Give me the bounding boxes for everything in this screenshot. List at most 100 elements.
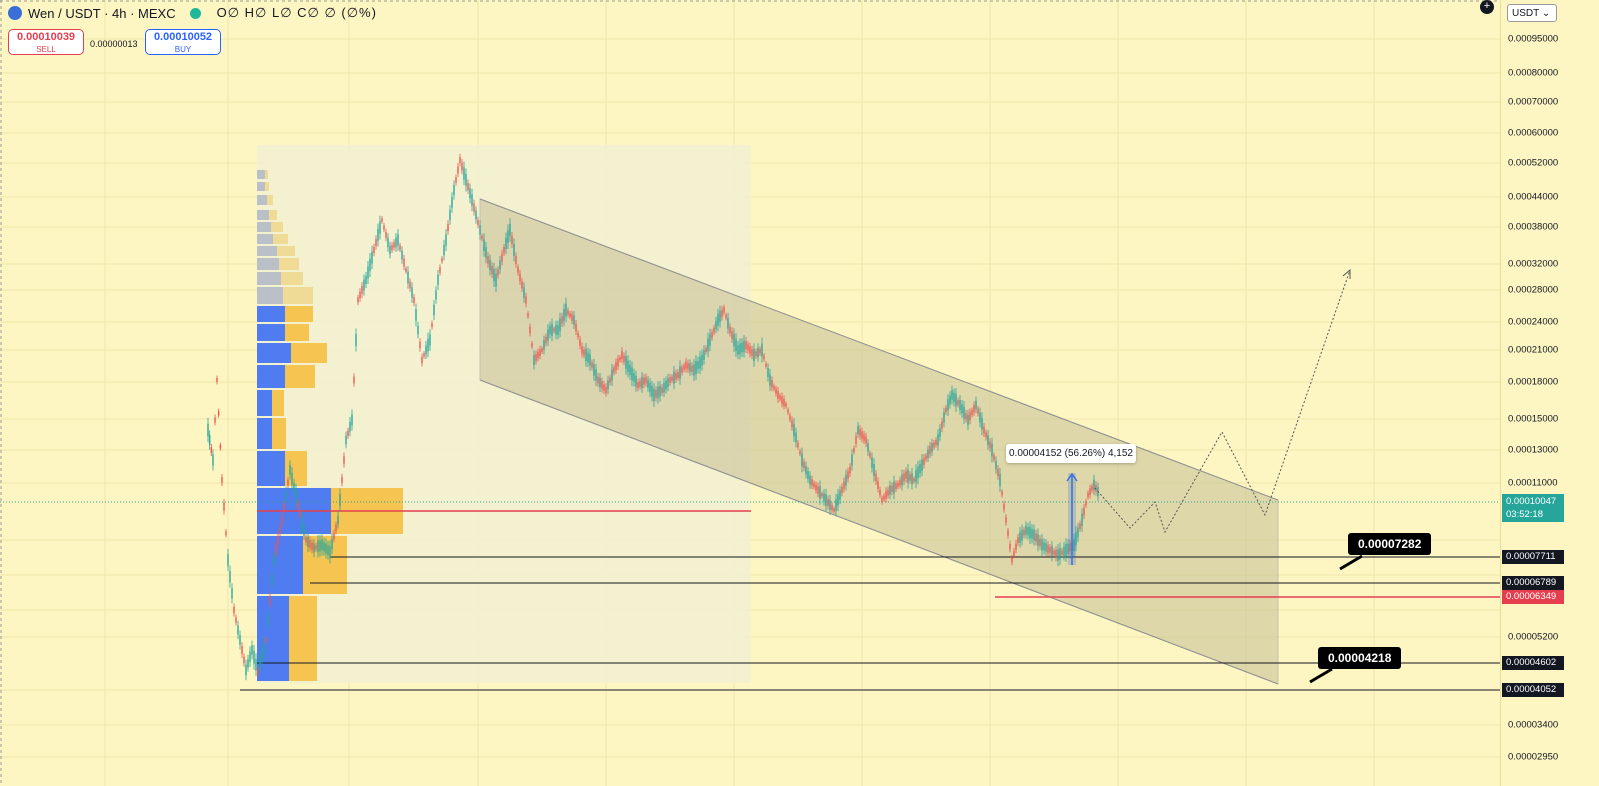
candle-body bbox=[581, 346, 583, 354]
sell-button[interactable]: 0.00010039 SELL bbox=[8, 29, 84, 55]
candle-body bbox=[839, 490, 841, 500]
candle-body bbox=[1021, 529, 1023, 541]
candle-body bbox=[347, 430, 349, 437]
candle-body bbox=[531, 343, 533, 347]
candle-body bbox=[763, 355, 765, 360]
candle-body bbox=[919, 464, 921, 474]
candle-body bbox=[679, 366, 681, 379]
candle-body bbox=[569, 313, 571, 317]
candle-body bbox=[607, 380, 609, 390]
candle-body bbox=[212, 454, 214, 466]
candle-body bbox=[599, 377, 601, 388]
volume-profile-bar bbox=[257, 170, 265, 179]
level-tag[interactable]: 0.00007711 bbox=[1502, 550, 1564, 564]
candle-body bbox=[467, 183, 469, 191]
candle-body bbox=[823, 493, 825, 502]
measure-label: 0.00004152 (56.26%) 4,152 bbox=[1006, 444, 1136, 463]
candle-body bbox=[681, 367, 683, 373]
symbol-header[interactable]: Wen / USDT · 4h · MEXC O∅ H∅ L∅ C∅ ∅ (∅%… bbox=[8, 5, 377, 21]
level-tag[interactable]: 0.00004602 bbox=[1502, 656, 1564, 670]
candlesticks bbox=[207, 153, 1099, 681]
candle-body bbox=[715, 320, 717, 330]
currency-selector[interactable]: USDT ⌄ bbox=[1507, 4, 1557, 22]
candle-body bbox=[835, 499, 837, 511]
candle-body bbox=[433, 304, 435, 316]
candle-body bbox=[509, 223, 511, 237]
candle-body bbox=[1085, 501, 1087, 506]
price-scale[interactable] bbox=[1500, 0, 1599, 786]
candle-body bbox=[1087, 492, 1089, 498]
candle-body bbox=[811, 479, 813, 486]
candle-body bbox=[1013, 550, 1015, 556]
candle-body bbox=[723, 307, 725, 313]
level-tag[interactable]: 0.00006349 bbox=[1502, 590, 1564, 604]
volume-profile-bar bbox=[281, 272, 303, 285]
candle-body bbox=[685, 361, 687, 369]
candle-body bbox=[399, 245, 401, 250]
candle-body bbox=[933, 442, 935, 448]
candle-body bbox=[587, 352, 589, 363]
candle-body bbox=[505, 237, 507, 249]
candle-body bbox=[921, 459, 923, 471]
candle-body bbox=[641, 377, 643, 388]
candle-body bbox=[307, 536, 309, 548]
candle-body bbox=[297, 502, 299, 508]
candle-body bbox=[395, 237, 397, 248]
price-chart[interactable] bbox=[0, 0, 1500, 786]
candle-body bbox=[889, 485, 891, 495]
candle-body bbox=[793, 423, 795, 437]
projection-path[interactable] bbox=[1094, 269, 1351, 534]
candle-body bbox=[471, 194, 473, 206]
callout-lower[interactable]: 0.00004218 bbox=[1318, 647, 1402, 669]
price-tick: 0.00060000 bbox=[1508, 127, 1559, 139]
candle-body bbox=[907, 469, 909, 483]
candle-body bbox=[779, 395, 781, 400]
candle-body bbox=[855, 436, 857, 444]
candle-body bbox=[713, 327, 715, 333]
candle-body bbox=[407, 271, 409, 284]
candle-body bbox=[611, 369, 613, 381]
candle-body bbox=[905, 471, 907, 479]
volume-profile-bar bbox=[285, 306, 313, 322]
callout-upper[interactable]: 0.00007282 bbox=[1348, 533, 1432, 555]
candle-body bbox=[245, 664, 247, 676]
level-tag[interactable]: 0.00006789 bbox=[1502, 576, 1564, 590]
candle-body bbox=[783, 399, 785, 406]
candle-body bbox=[1017, 537, 1019, 543]
price-tick: 0.00038000 bbox=[1508, 221, 1559, 233]
candle-body bbox=[789, 415, 791, 420]
candle-body bbox=[643, 377, 645, 385]
candle-body bbox=[675, 372, 677, 380]
candle-body bbox=[1039, 538, 1041, 547]
candle-body bbox=[1007, 530, 1009, 536]
candle-body bbox=[593, 364, 595, 376]
candle-body bbox=[221, 477, 223, 483]
buy-button[interactable]: 0.00010052 BUY bbox=[145, 29, 221, 55]
candle-body bbox=[1031, 528, 1033, 539]
candle-body bbox=[939, 428, 941, 437]
candle-body bbox=[879, 489, 881, 496]
candle-body bbox=[827, 499, 829, 506]
candle-body bbox=[309, 540, 311, 548]
candle-body bbox=[967, 414, 969, 426]
candle-body bbox=[837, 494, 839, 506]
price-tick: 0.00021000 bbox=[1508, 344, 1559, 356]
candle-body bbox=[621, 351, 623, 359]
candle-body bbox=[383, 225, 385, 230]
candle-body bbox=[303, 526, 305, 536]
candle-body bbox=[379, 221, 381, 234]
candle-body bbox=[775, 388, 777, 394]
level-tag[interactable]: 0.00004052 bbox=[1502, 683, 1564, 697]
candle-body bbox=[651, 385, 653, 397]
candle-body bbox=[765, 363, 767, 367]
candle-body bbox=[891, 485, 893, 492]
candle-body bbox=[429, 334, 431, 346]
candle-body bbox=[659, 385, 661, 397]
candle-body bbox=[447, 223, 449, 232]
candle-body bbox=[227, 554, 229, 566]
add-icon[interactable]: + bbox=[1480, 0, 1494, 14]
candle-body bbox=[319, 540, 321, 552]
candle-body bbox=[901, 474, 903, 486]
candle-body bbox=[441, 258, 443, 262]
candle-body bbox=[803, 461, 805, 469]
